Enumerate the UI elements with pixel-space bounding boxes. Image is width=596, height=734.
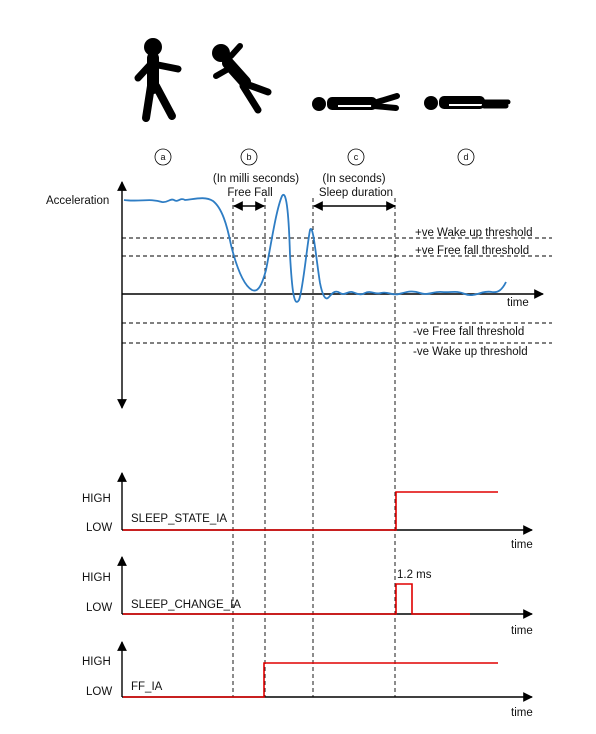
- neg-ff-threshold-label: -ve Free fall threshold: [413, 326, 524, 338]
- sig2-xlabel: time: [511, 625, 533, 637]
- svg-text:c: c: [354, 152, 359, 162]
- sig1-high-label: HIGH: [82, 493, 111, 505]
- neg-wake-threshold-label: -ve Wake up threshold: [413, 346, 528, 358]
- pos-ff-threshold-label: +ve Free fall threshold: [415, 245, 529, 257]
- falling-person-icon: [212, 43, 272, 114]
- sleep-note: (In seconds): [322, 173, 385, 185]
- time-guides: [232, 198, 396, 697]
- sig1-xlabel: time: [511, 539, 533, 551]
- sig2-high-label: HIGH: [82, 572, 111, 584]
- stage-marker-c: c: [347, 148, 365, 166]
- pos-wake-threshold-label: +ve Wake up threshold: [415, 227, 533, 239]
- stage-marker-a: a: [154, 148, 172, 166]
- stage-marker-b: b: [240, 148, 258, 166]
- acceleration-curve: [123, 193, 507, 303]
- sig3-xlabel: time: [511, 707, 533, 719]
- sig2-name: SLEEP_CHANGE_IA: [131, 599, 241, 611]
- sig1-low-label: LOW: [86, 522, 112, 534]
- sig2-low-label: LOW: [86, 602, 112, 614]
- sig2-waveform: [123, 583, 470, 615]
- svg-text:d: d: [463, 152, 468, 162]
- threshold-lines: [122, 237, 552, 344]
- svg-text:a: a: [160, 152, 165, 162]
- lying-person-icon: [424, 96, 511, 110]
- sig3-name: FF_IA: [131, 681, 163, 693]
- free-fall-note: (In milli seconds): [213, 173, 299, 185]
- sig1-name: SLEEP_STATE_IA: [131, 513, 227, 525]
- sleep-duration-label: Sleep duration: [319, 187, 393, 199]
- accel-ylabel: Acceleration: [46, 195, 109, 207]
- free-fall-label: Free Fall: [227, 187, 272, 199]
- lying-person-icon: [312, 93, 400, 111]
- sig3-high-label: HIGH: [82, 656, 111, 668]
- pulse-width-label: 1.2 ms: [397, 569, 432, 581]
- sig3-waveform: [123, 662, 498, 698]
- walking-person-icon: [134, 38, 182, 122]
- sig3-low-label: LOW: [86, 686, 112, 698]
- sig1-waveform: [123, 491, 498, 531]
- accel-xlabel: time: [507, 297, 529, 309]
- stage-marker-d: d: [457, 148, 475, 166]
- svg-text:b: b: [246, 152, 251, 162]
